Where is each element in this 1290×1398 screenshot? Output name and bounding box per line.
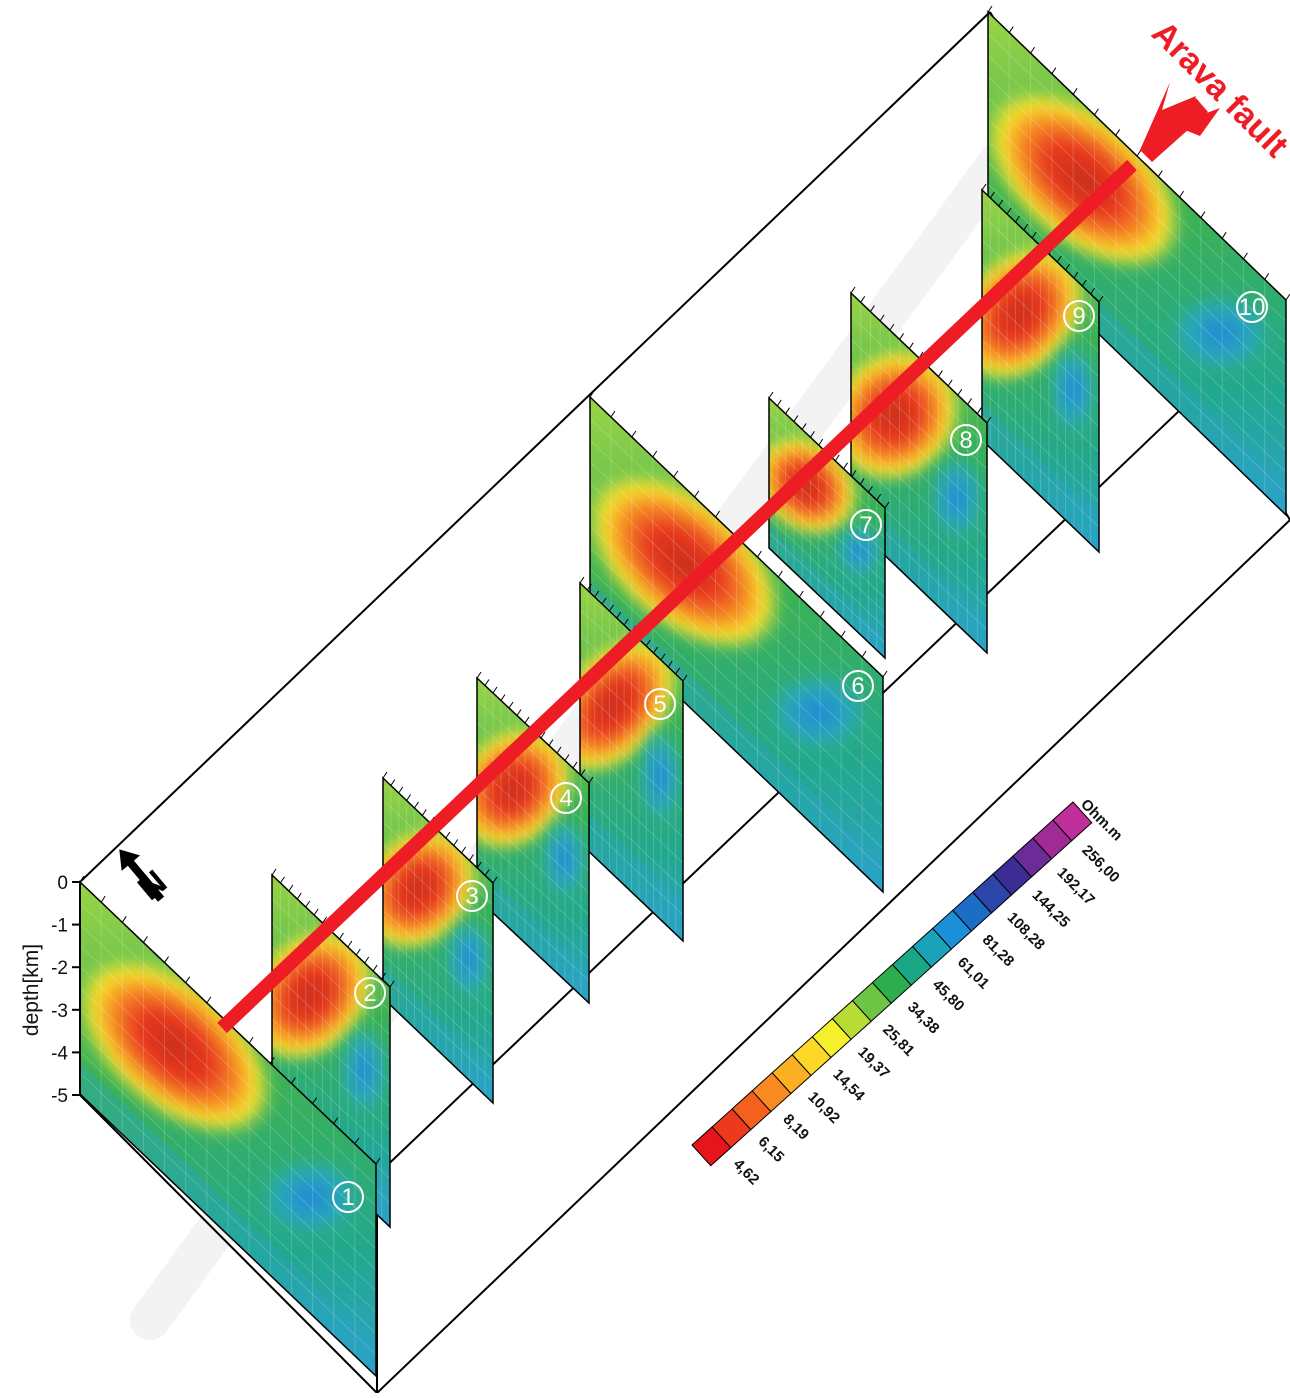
profile-number-label: 4: [559, 785, 572, 812]
profile-number-label: 1: [341, 1184, 354, 1211]
depth-tick-label: -2: [51, 958, 68, 979]
profile-number-5: 5: [644, 688, 676, 720]
profile-panel-3: 3: [382, 771, 498, 1105]
profile-number-9: 9: [1063, 300, 1095, 332]
colorbar-segment: [1052, 801, 1093, 842]
depth-tick-label: 0: [57, 873, 68, 894]
depth-tick-label: -3: [51, 1001, 68, 1022]
profile-panel-1: 1: [79, 875, 381, 1378]
profile-number-10: 10: [1236, 291, 1268, 323]
profile-panel-7: 7: [768, 391, 890, 660]
profile-number-label: 5: [653, 691, 666, 718]
depth-tick-label: -1: [51, 916, 68, 937]
depth-tick-label: -5: [51, 1086, 68, 1107]
profile-panel-8: 8: [850, 286, 992, 655]
depth-tick-label: -4: [51, 1043, 68, 1064]
north-arrow-icon: N: [119, 849, 174, 908]
profile-number-label: 10: [1239, 294, 1266, 321]
profile-panel-6: 6: [589, 390, 888, 894]
fault-arrow-icon: [1140, 82, 1220, 162]
colorbar-tick-label: 14,54: [829, 1066, 868, 1105]
profile-number-2: 2: [354, 977, 386, 1009]
profile-number-7: 7: [850, 509, 882, 541]
depth-axis: 0 -1 -2 -3 -4 -5: [51, 873, 81, 1107]
colorbar-tick-label: 34,38: [904, 999, 943, 1038]
profile-number-label: 3: [465, 883, 478, 910]
colorbar-tick-label: 25,81: [879, 1021, 918, 1060]
profile-number-label: 6: [851, 673, 864, 700]
profile-number-label: 7: [859, 512, 872, 539]
profile-number-6: 6: [842, 670, 874, 702]
profile-number-label: 9: [1072, 303, 1085, 330]
colorbar-tick-label: 6,15: [755, 1133, 788, 1166]
profile-number-label: 8: [959, 427, 972, 454]
colorbar-tick-label: 144,25: [1029, 887, 1073, 931]
colorbar-tick-label: 8,19: [780, 1111, 813, 1144]
colorbar-tick-label: 81,28: [979, 931, 1018, 970]
colorbar-tick-label: 61,01: [954, 954, 993, 993]
profile-number-8: 8: [950, 424, 982, 456]
colorbar-tick-label: 19,37: [854, 1044, 893, 1083]
colorbar-tick-label: 108,28: [1004, 909, 1048, 953]
profile-number-3: 3: [456, 880, 488, 912]
colorbar: 4,626,158,1910,9214,5419,3725,8134,3845,…: [691, 796, 1126, 1189]
colorbar-tick-label: 192,17: [1053, 864, 1097, 908]
colorbar-tick-label: 4,62: [730, 1156, 763, 1189]
profile-number-1: 1: [332, 1181, 364, 1213]
fault-trace: [217, 159, 1137, 1034]
colorbar-tick-label: 10,92: [804, 1088, 843, 1127]
colorbar-tick-label: 45,80: [929, 976, 968, 1015]
depth-axis-title: depth[km]: [20, 944, 43, 1036]
profile-panel-5: 5: [579, 576, 688, 943]
profile-number-label: 2: [363, 980, 376, 1007]
profile-number-4: 4: [550, 782, 582, 814]
colorbar-tick-label: 256,00: [1078, 842, 1122, 886]
profiles-group: 10 9 8 7 6 5 4 3 2 1: [79, 5, 1290, 1378]
